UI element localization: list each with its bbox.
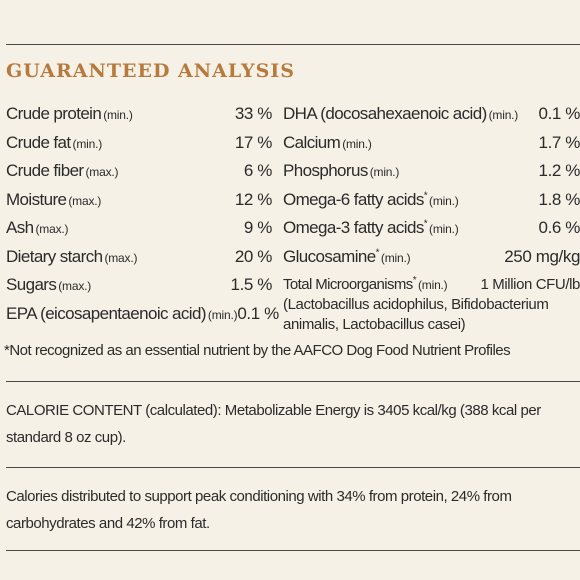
analysis-row-total-microorganisms: Total Microorganisms* (min.) 1 Million CF…: [283, 275, 580, 304]
analysis-row-omega-6: Omega-6 fatty acids* (min.) 1.8 %: [283, 190, 580, 219]
nutrient-qualifier: (max.): [85, 165, 119, 179]
nutrient-name: Omega-6 fatty acids: [283, 189, 424, 209]
nutrient-qualifier: (max.): [68, 193, 102, 208]
footnote-marker: *: [375, 246, 380, 258]
nutrient-value: 20 %: [234, 246, 273, 266]
nutrient-label: Sugars (max.): [6, 275, 91, 295]
nutrient-name: Crude fat: [6, 132, 71, 152]
analysis-row-phosphorus: Phosphorus (min.) 1.2 %: [283, 161, 580, 190]
nutrient-value: 0.6 %: [538, 218, 580, 237]
nutrient-label: Calcium (min.): [283, 133, 372, 153]
analysis-row-dha: DHA (docosahexaenoic acid) (min.) 0.1 %: [283, 104, 580, 133]
nutrient-label: EPA (eicosapentaenoic acid) (min.): [6, 303, 238, 324]
analysis-row-glucosamine: Glucosamine* (min.) 250 mg/kg: [283, 247, 580, 276]
nutrient-name: Glucosamine: [283, 246, 376, 266]
nutrient-name: Crude fiber: [6, 161, 84, 180]
nutrient-value: 9 %: [243, 218, 272, 237]
nutrient-qualifier: (min.): [369, 165, 400, 179]
nutrient-qualifier: (min.): [72, 136, 103, 151]
nutrient-name: Omega-3 fatty acids: [283, 218, 424, 237]
nutrient-name: EPA (eicosapentaenoic acid): [6, 303, 207, 323]
nutrient-name: Dietary starch: [6, 246, 103, 266]
bottom-divider: [6, 550, 580, 551]
nutrient-name: DHA (docosahexaenoic acid): [283, 104, 487, 123]
nutrient-qualifier: (max.): [104, 250, 138, 265]
nutrient-qualifier: (min.): [103, 108, 133, 122]
nutrient-qualifier: (min.): [429, 222, 459, 236]
analysis-left-column: Crude protein (min.) 33 % Crude fat (min.)…: [6, 104, 279, 333]
nutrient-name: Calcium: [283, 132, 341, 152]
nutrient-value: 1.8 %: [538, 189, 580, 209]
analysis-row-ash: Ash (max.) 9 %: [6, 218, 272, 247]
analysis-row-dietary-starch: Dietary starch (max.) 20 %: [6, 247, 272, 276]
nutrient-label: Omega-6 fatty acids* (min.): [283, 190, 459, 210]
nutrient-label: Total Microorganisms* (min.): [283, 275, 448, 294]
footnote-marker: *: [412, 275, 417, 286]
analysis-row-crude-protein: Crude protein (min.) 33 %: [6, 104, 272, 133]
nutrient-label: Glucosamine* (min.): [283, 246, 411, 267]
divider-2: [6, 467, 580, 468]
nutrient-value: 1.7 %: [538, 132, 580, 152]
nutrient-label: DHA (docosahexaenoic acid) (min.): [283, 104, 518, 124]
nutrient-name: Phosphorus: [283, 161, 368, 180]
nutrient-name: Total Microorganisms: [283, 276, 413, 293]
divider-1: [6, 381, 580, 382]
analysis-row-sugars: Sugars (max.) 1.5 %: [6, 275, 272, 304]
analysis-row-calcium: Calcium (min.) 1.7 %: [283, 133, 580, 162]
nutrient-value: 1 Million CFU/lb: [480, 276, 580, 293]
nutrient-qualifier: (min.): [380, 250, 411, 265]
analysis-right-column: DHA (docosahexaenoic acid) (min.) 0.1 % C…: [283, 104, 580, 335]
nutrient-qualifier: (min.): [488, 108, 519, 122]
top-divider: [6, 44, 580, 45]
nutrient-label: Omega-3 fatty acids* (min.): [283, 218, 459, 238]
nutrient-label: Dietary starch (max.): [6, 247, 137, 267]
nutrient-value: 0.1 %: [237, 303, 279, 323]
nutrient-value: 1.2 %: [538, 161, 580, 180]
footnote-marker: *: [423, 189, 428, 201]
nutrient-qualifier: (max.): [35, 222, 69, 236]
nutrient-value: 12 %: [234, 189, 273, 209]
nutrient-label: Crude fiber (max.): [6, 161, 118, 181]
nutrient-value: 6 %: [243, 161, 272, 180]
nutrient-qualifier: (min.): [342, 136, 372, 151]
nutrient-name: Moisture: [6, 189, 67, 209]
nutrient-value: 1.5 %: [230, 275, 273, 294]
nutrient-name: Crude protein: [6, 104, 102, 123]
nutrient-name: Ash: [6, 218, 34, 237]
nutrient-qualifier: (max.): [58, 279, 92, 293]
microorganisms-note: (Lactobacillus acidophilus, Bifidobacter…: [283, 295, 549, 333]
footnote-marker: *: [423, 218, 428, 230]
nutrient-name: Sugars: [6, 275, 57, 294]
nutrient-qualifier: (min.): [207, 307, 238, 322]
analysis-row-epa: EPA (eicosapentaenoic acid) (min.) 0.1 %: [6, 303, 279, 333]
nutrient-label: Moisture (max.): [6, 190, 101, 210]
nutrient-value: 0.1 %: [538, 104, 580, 123]
calorie-content: CALORIE CONTENT (calculated): Metaboliza…: [6, 402, 541, 446]
footnote: *Not recognized as an essential nutrient…: [4, 342, 511, 359]
analysis-row-omega-3: Omega-3 fatty acids* (min.) 0.6 %: [283, 218, 580, 247]
analysis-row-crude-fat: Crude fat (min.) 17 %: [6, 133, 272, 162]
nutrient-value: 250 mg/kg: [504, 246, 580, 266]
nutrient-label: Crude fat (min.): [6, 133, 102, 153]
nutrient-label: Phosphorus (min.): [283, 161, 399, 181]
nutrient-label: Crude protein (min.): [6, 104, 133, 124]
calorie-distribution: Calories distributed to support peak con…: [6, 488, 512, 532]
analysis-row-moisture: Moisture (max.) 12 %: [6, 190, 272, 219]
analysis-row-crude-fiber: Crude fiber (max.) 6 %: [6, 161, 272, 190]
nutrient-qualifier: (min.): [418, 278, 448, 292]
nutrient-value: 17 %: [234, 132, 273, 152]
nutrient-qualifier: (min.): [429, 193, 459, 208]
nutrient-label: Ash (max.): [6, 218, 68, 238]
section-title: GUARANTEED ANALYSIS: [6, 60, 295, 82]
nutrient-value: 33 %: [234, 104, 273, 123]
